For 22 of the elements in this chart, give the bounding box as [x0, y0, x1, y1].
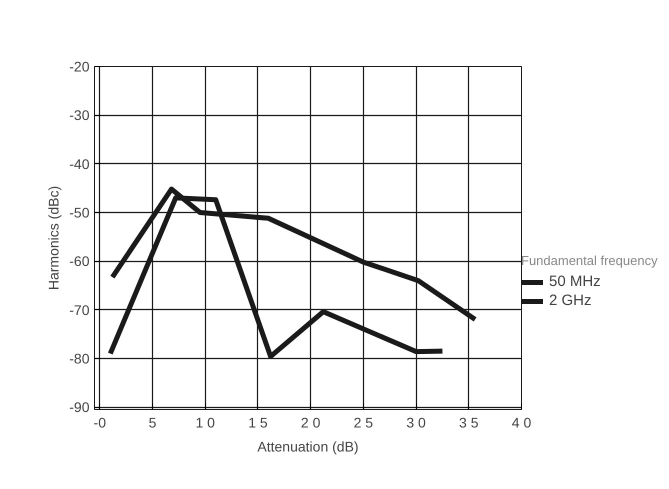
x-tick-label: 5 [148, 414, 157, 430]
y-tick-label: -70 [69, 302, 90, 318]
y-tick-label: -60 [69, 253, 90, 270]
legend-title: Fundamental frequency [521, 253, 658, 268]
x-tick-label: 3 5 [459, 414, 479, 430]
y-tick-label: -90 [69, 399, 90, 416]
y-tick-label: -20 [69, 58, 90, 74]
x-tick-label: 1 0 [195, 414, 216, 430]
y-tick-label: -80 [69, 350, 90, 366]
x-tick-label: 2 0 [300, 414, 321, 430]
x-tick-label: 2 5 [354, 414, 374, 430]
y-tick-label: -30 [69, 107, 90, 124]
legend-label: 2 GHz [549, 292, 592, 309]
y-tick-label: -40 [69, 156, 90, 172]
y-axis-title: Harmonics (dBc) [45, 186, 62, 290]
x-axis-title: Attenuation (dB) [257, 438, 359, 454]
x-tick-label: 1 5 [248, 414, 268, 430]
x-tick-label: -0 [94, 414, 106, 430]
x-tick-label: 4 0 [512, 414, 532, 430]
x-tick-label: 3 0 [406, 414, 426, 430]
y-tick-label: -50 [69, 204, 90, 220]
legend-label: 50 MHz [549, 273, 601, 290]
